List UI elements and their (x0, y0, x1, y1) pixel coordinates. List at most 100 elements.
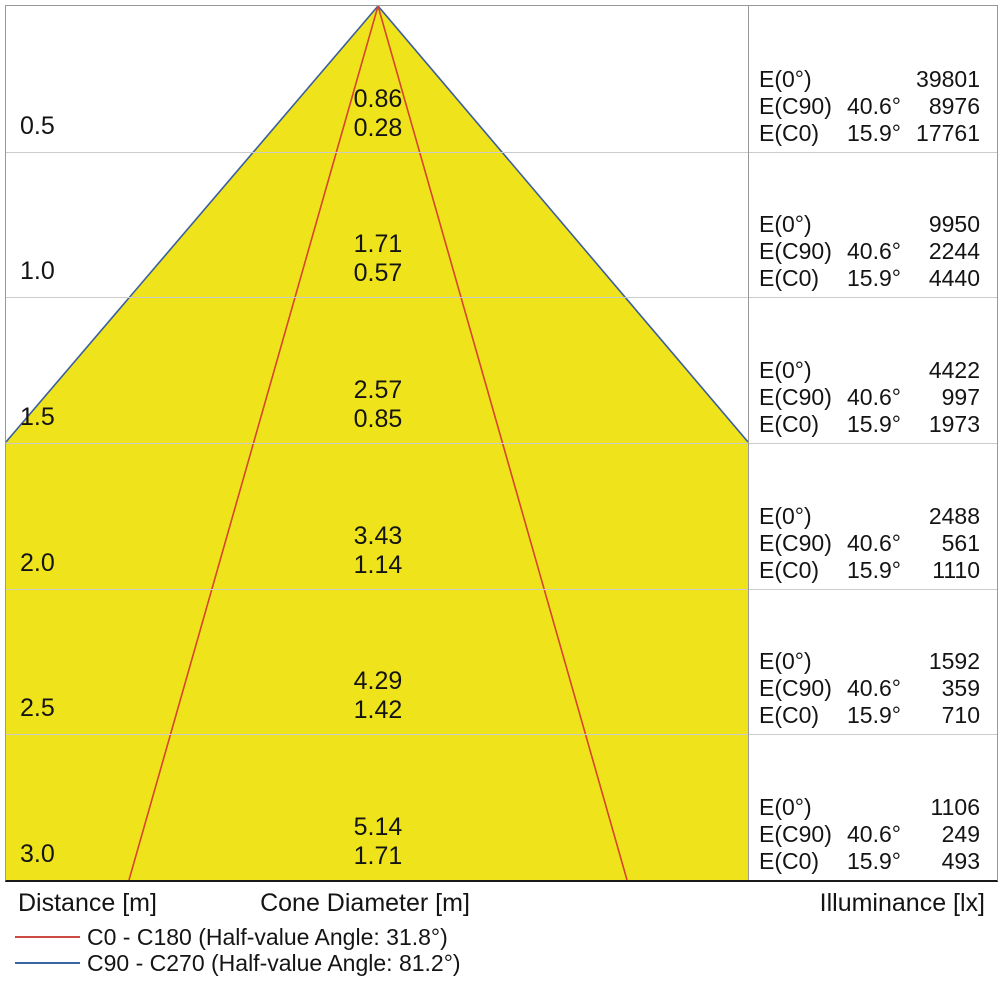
cone-diameter-values: 4.29 1.42 (308, 667, 448, 725)
ec0-angle: 15.9° (847, 411, 901, 437)
legend-label-c90: C90 - C270 (Half-value Angle: 81.2°) (87, 949, 461, 976)
ec90-value: 249 (941, 821, 980, 847)
distance-label: 1.0 (20, 257, 55, 285)
ec90-label: E(C90) (759, 93, 832, 119)
row-divider-2.5m (6, 734, 997, 735)
cone-diameter-c90: 4.29 (353, 667, 403, 695)
row-divider-1.0m (6, 297, 997, 298)
e0-label: E(0°) (759, 66, 812, 92)
cone-diameter-values: 1.71 0.57 (308, 230, 448, 288)
ec90-angle: 40.6° (847, 238, 901, 264)
distance-label: 1.5 (20, 403, 55, 431)
ec0-value: 710 (941, 702, 980, 728)
c90-cone-right-edge (377, 6, 748, 443)
ec90-value: 561 (941, 530, 980, 556)
ec90-label: E(C90) (759, 530, 832, 556)
e0-label: E(0°) (759, 211, 812, 237)
cone-diameter-values: 5.14 1.71 (308, 813, 448, 871)
ec0-label: E(C0) (759, 557, 820, 583)
distance-label: 3.0 (20, 840, 55, 868)
e0-value: 1106 (930, 794, 980, 820)
illuminance-row: E(0°) 1592 E(C90) 40.6° 359 E(C0) 15.9° … (759, 589, 980, 734)
illuminance-row: E(0°) 1106 E(C90) 40.6° 249 E(C0) 15.9° … (759, 734, 980, 880)
ec90-angle: 40.6° (847, 530, 901, 556)
ec0-value: 1973 (928, 411, 980, 437)
illuminance-row: E(0°) 4422 E(C90) 40.6° 997 E(C0) 15.9° … (759, 297, 980, 443)
e0-line: E(0°) 1106 (759, 794, 980, 821)
cone-diameter-c90: 0.86 (353, 85, 403, 113)
ec0-value: 17761 (916, 120, 980, 146)
cone-diameter-c0: 1.42 (353, 696, 403, 724)
e0-angle (847, 503, 897, 530)
cone-diameter-values: 3.43 1.14 (308, 522, 448, 580)
ec0-value: 4440 (928, 265, 980, 291)
e0-value: 4422 (928, 357, 980, 383)
diagram-frame: 0.5 1.0 1.5 2.0 2.5 3.0 0.86 0.28 1.71 0… (5, 5, 998, 882)
e0-label: E(0°) (759, 794, 812, 820)
e0-value: 9950 (928, 211, 980, 237)
e0-angle (847, 66, 897, 93)
illuminance-row: E(0°) 2488 E(C90) 40.6° 561 E(C0) 15.9° … (759, 443, 980, 589)
legend-item-c0: C0 - C180 (Half-value Angle: 31.8°) (15, 924, 448, 950)
illuminance-axis-title: Illuminance [lx] (819, 889, 985, 917)
ec0-angle: 15.9° (847, 848, 901, 874)
cone-diameter-c0: 1.14 (353, 551, 403, 579)
e0-angle (847, 211, 897, 238)
distance-label: 2.0 (20, 549, 55, 577)
ec90-label: E(C90) (759, 238, 832, 264)
row-divider-0.5m (6, 152, 997, 153)
e0-value: 1592 (928, 648, 980, 674)
ec90-label: E(C90) (759, 384, 832, 410)
e0-angle (847, 794, 897, 821)
cone-diameter-c90: 1.71 (353, 230, 403, 258)
e0-label: E(0°) (759, 357, 812, 383)
ec90-line: E(C90) 40.6° 249 (759, 821, 980, 848)
c0-line-swatch (15, 936, 80, 938)
e0-value: 2488 (928, 503, 980, 529)
cone-diameter-axis-title: Cone Diameter [m] (260, 889, 470, 917)
ec90-angle: 40.6° (847, 384, 901, 410)
ec90-line: E(C90) 40.6° 997 (759, 384, 980, 411)
ec0-label: E(C0) (759, 702, 820, 728)
ec0-line: E(C0) 15.9° 4440 (759, 265, 980, 292)
illuminance-row: E(0°) 9950 E(C90) 40.6° 2244 E(C0) 15.9°… (759, 152, 980, 297)
ec0-line: E(C0) 15.9° 493 (759, 848, 980, 875)
cone-diameter-c90: 5.14 (353, 813, 403, 841)
ec0-angle: 15.9° (847, 120, 901, 146)
row-divider-1.5m (6, 443, 997, 444)
cone-diameter-c90: 2.57 (353, 376, 403, 404)
ec90-label: E(C90) (759, 675, 832, 701)
ec0-line: E(C0) 15.9° 17761 (759, 120, 980, 147)
cone-diameter-c0: 0.28 (353, 114, 403, 142)
ec0-value: 1110 (932, 557, 980, 583)
ec90-line: E(C90) 40.6° 359 (759, 675, 980, 702)
ec90-value: 8976 (928, 93, 980, 119)
ec90-line: E(C90) 40.6° 2244 (759, 238, 980, 265)
ec90-value: 997 (941, 384, 980, 410)
row-divider-2.0m (6, 589, 997, 590)
illuminance-panel-divider (748, 6, 749, 880)
e0-label: E(0°) (759, 648, 812, 674)
ec0-angle: 15.9° (847, 265, 901, 291)
e0-angle (847, 357, 897, 384)
legend-label-c0: C0 - C180 (Half-value Angle: 31.8°) (87, 923, 448, 950)
ec90-value: 2244 (928, 238, 980, 264)
ec90-line: E(C90) 40.6° 561 (759, 530, 980, 557)
illuminance-row: E(0°) 39801 E(C90) 40.6° 8976 E(C0) 15.9… (759, 6, 980, 152)
ec0-angle: 15.9° (847, 557, 901, 583)
cone-diameter-c0: 1.71 (353, 842, 403, 870)
cone-diameter-values: 0.86 0.28 (308, 85, 448, 143)
legend-item-c90: C90 - C270 (Half-value Angle: 81.2°) (15, 950, 461, 976)
ec90-line: E(C90) 40.6° 8976 (759, 93, 980, 120)
ec0-label: E(C0) (759, 411, 820, 437)
ec0-angle: 15.9° (847, 702, 901, 728)
c90-cone-left-edge (6, 6, 379, 443)
ec0-value: 493 (941, 848, 980, 874)
e0-line: E(0°) 9950 (759, 211, 980, 238)
e0-line: E(0°) 39801 (759, 66, 980, 93)
e0-angle (847, 648, 897, 675)
distance-label: 2.5 (20, 694, 55, 722)
ec90-angle: 40.6° (847, 675, 901, 701)
e0-line: E(0°) 1592 (759, 648, 980, 675)
cone-diameter-c0: 0.57 (353, 259, 403, 287)
